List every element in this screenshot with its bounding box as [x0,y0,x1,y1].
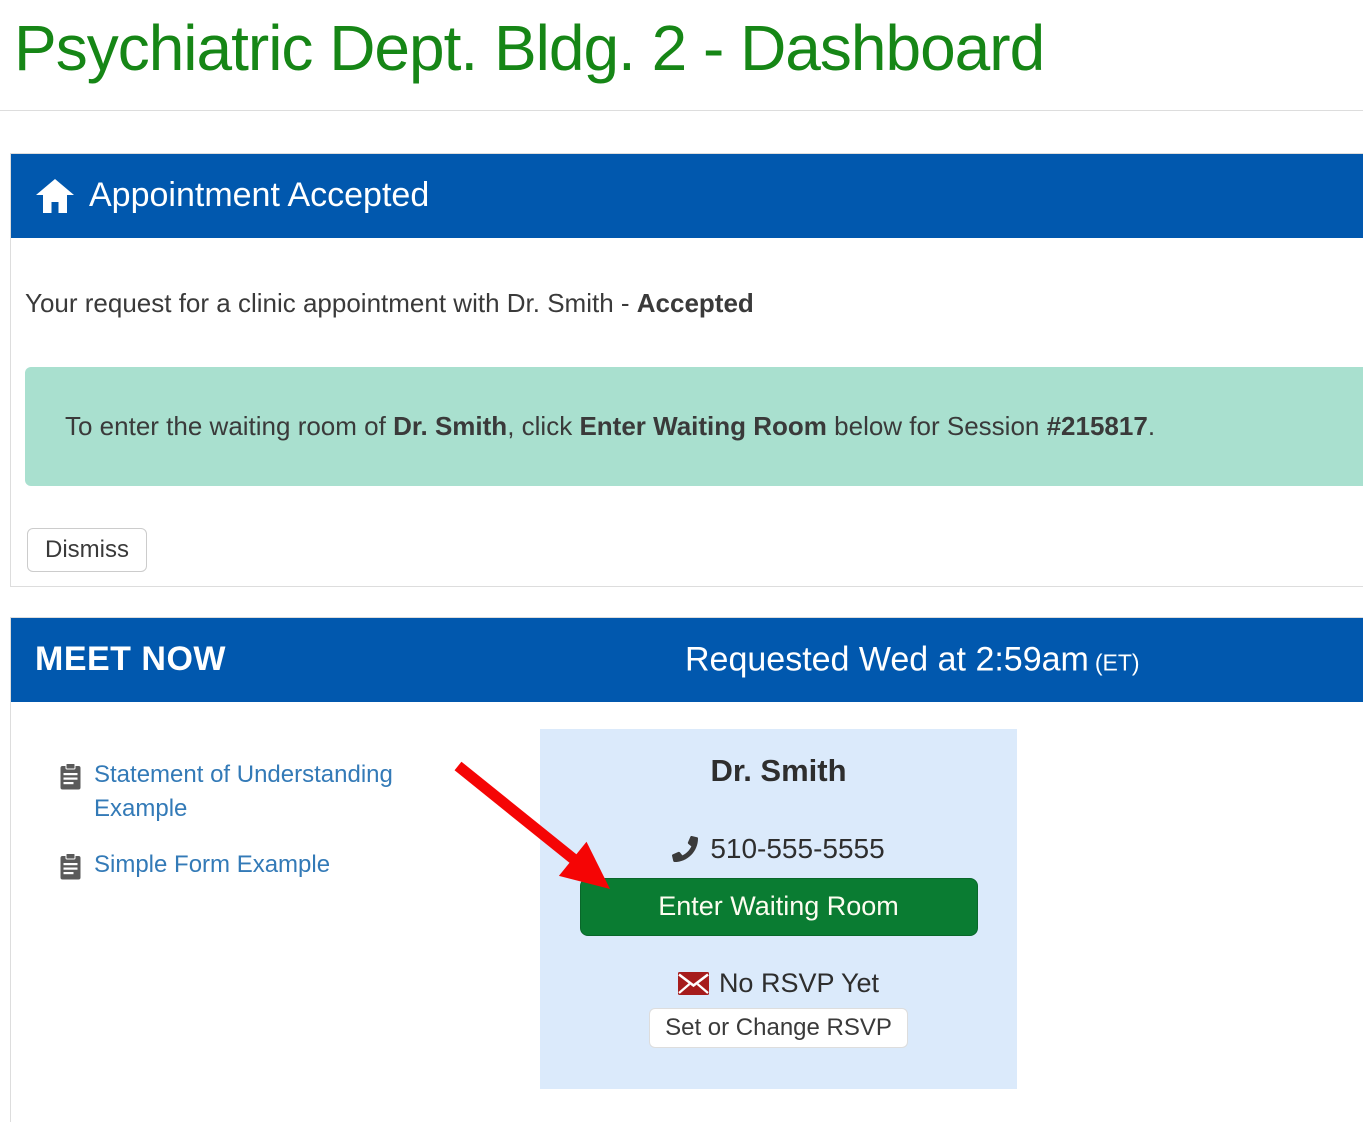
appointment-panel: Appointment Accepted Your request for a … [10,152,1363,587]
meet-now-panel-body: Statement of Understanding Example Simpl… [11,702,1363,1122]
rsvp-status: No RSVP Yet [718,967,880,998]
appointment-message: Your request for a clinic appointment wi… [25,287,754,318]
doctor-name: Dr. Smith [710,752,847,788]
clipboard-icon [60,762,81,795]
appointment-status: Accepted [636,287,754,318]
meet-now-panel: MEET NOW Requested Wed at 2:59am (ET) Sta… [10,616,1363,1122]
page-title: Psychiatric Dept. Bldg. 2 - Dashboard [14,12,1045,84]
waiting-room-alert: To enter the waiting room of Dr. Smith, … [25,366,1363,486]
list-item: Statement of Understanding Example [60,758,1363,826]
enter-waiting-room-button[interactable]: Enter Waiting Room [579,877,978,936]
phone-row: 510-555-5555 [540,833,1017,865]
home-icon [35,178,75,214]
clipboard-icon [60,852,81,885]
document-links: Statement of Understanding Example Simpl… [11,702,1363,885]
alert-doctor-name: Dr. Smith [393,410,508,441]
appointment-panel-body: Your request for a clinic appointment wi… [11,238,1363,586]
appointment-panel-title: Appointment Accepted [89,176,430,215]
link-statement-of-understanding[interactable]: Statement of Understanding Example [94,760,393,822]
envelope-icon [677,971,709,995]
rsvp-status-row: No RSVP Yet [540,968,1017,999]
appointment-panel-header: Appointment Accepted [11,153,1363,238]
alert-action-name: Enter Waiting Room [579,410,827,441]
provider-card: Dr. Smith 510-555-5555 Enter Waiting Roo… [540,728,1017,1089]
phone-number: 510-555-5555 [710,832,885,864]
timezone-label: (ET) [1094,649,1140,676]
meet-now-title: MEET NOW [35,640,226,679]
phone-icon [672,835,699,862]
dismiss-button[interactable]: Dismiss [27,527,147,572]
set-rsvp-button[interactable]: Set or Change RSVP [649,1007,908,1048]
link-simple-form-example[interactable]: Simple Form Example [94,850,331,878]
requested-time: Requested Wed at 2:59am (ET) [685,640,1140,679]
title-divider [0,109,1363,111]
list-item: Simple Form Example [60,848,1363,885]
meet-now-panel-header: MEET NOW Requested Wed at 2:59am (ET) [11,617,1363,702]
alert-session-number: #215817 [1046,410,1148,441]
